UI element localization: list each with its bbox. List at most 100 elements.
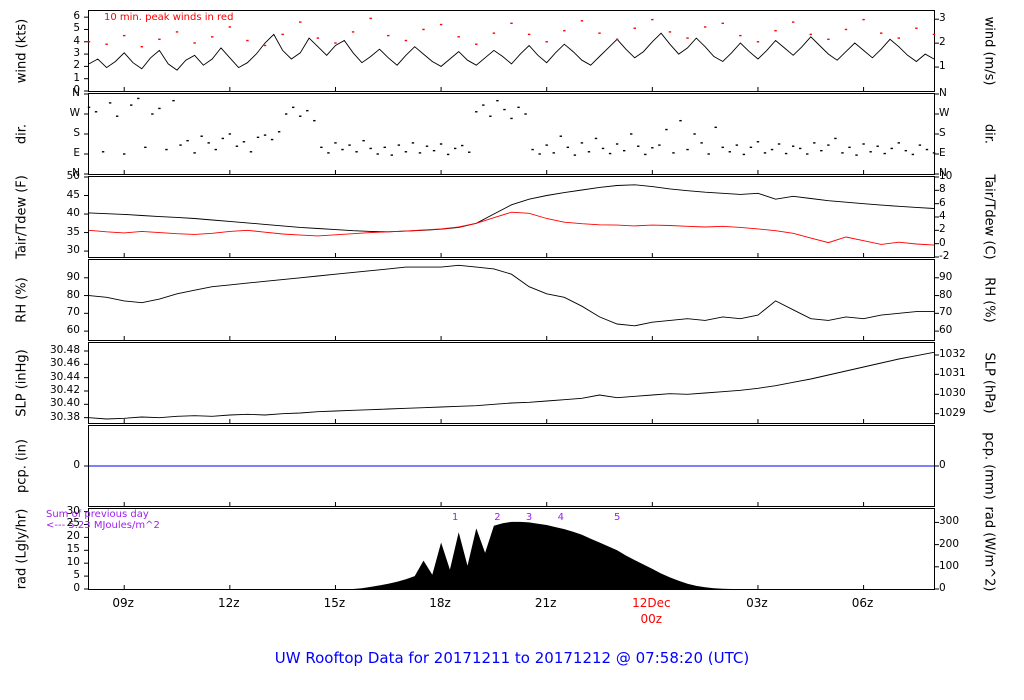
wind-y-tick-label: 6 <box>73 10 80 23</box>
x-tick-label: 09z <box>112 596 134 610</box>
x-tick-label: 03z <box>746 596 768 610</box>
dir-right-tick-label: N <box>939 87 947 99</box>
rad-hour-mark: 2 <box>494 512 500 523</box>
wind-y-tick-label: 5 <box>73 22 80 35</box>
x-tick-label: 21z <box>534 596 557 610</box>
dir-y-tick-label: N <box>72 87 80 99</box>
wind-y-tick-label: 4 <box>73 34 80 47</box>
dir-right-tick-label: E <box>939 147 946 159</box>
dir-y-tick-label: N <box>72 167 80 179</box>
slp-y-tick-label: 30.48 <box>49 344 80 356</box>
rad-y-tick-label: 25 <box>66 517 80 530</box>
wind-y-tick-label: 3 <box>73 47 80 60</box>
wind-chart <box>84 16 939 92</box>
rad-sum-note-line2: <--- 5.23 MJoules/m^2 <box>46 520 160 531</box>
temperature-right-axis-title: Tair/Tdew (C) <box>981 174 997 260</box>
tair_tdew-right-tick-label: 8 <box>939 183 946 196</box>
dir-y-tick-label: W <box>69 107 80 119</box>
precipitation-chart <box>84 465 939 506</box>
slp-right-tick-label: 1029 <box>939 406 966 419</box>
panel-pressure <box>84 342 939 424</box>
rad-hour-mark: 3 <box>526 512 532 523</box>
x-tick-label: 12Dec <box>632 596 671 610</box>
radiation-chart: 1 2 3 4 5 <box>84 511 939 590</box>
rad-hour-mark: 5 <box>614 512 620 523</box>
pcp-right-tick-label: 0 <box>939 459 946 471</box>
rad-y-tick-label: 15 <box>66 543 80 556</box>
panel-precipitation <box>84 425 939 507</box>
rh-right-tick-label: 90 <box>939 270 953 283</box>
rh-y-tick-label: 60 <box>66 324 80 337</box>
wind-right-tick-label: 2 <box>939 36 946 49</box>
dir-y-tick-label: E <box>73 147 80 159</box>
tair_tdew-y-tick-label: 35 <box>66 225 80 238</box>
rh-y-tick-label: 90 <box>66 270 80 283</box>
slp-y-tick-label: 30.46 <box>49 357 80 370</box>
radiation-right-axis-title: rad (W/m^2) <box>981 506 997 592</box>
rad-hour-mark: 4 <box>558 512 564 523</box>
rad-right-tick-label: 300 <box>939 515 960 528</box>
tair_tdew-y-tick-label: 30 <box>66 244 80 257</box>
wind-y-tick-label: 0 <box>73 84 80 96</box>
wind-right-axis-title: wind (m/s) <box>981 16 997 86</box>
panel-radiation: 1 2 3 4 5 <box>84 508 939 590</box>
direction-chart <box>84 93 939 175</box>
rad-right-tick-label: 200 <box>939 537 960 550</box>
rad-y-tick-label: 5 <box>73 569 80 582</box>
figure-title: UW Rooftop Data for 20171211 to 20171212… <box>274 649 750 667</box>
tair_tdew-right-tick-label: 2 <box>939 223 946 236</box>
rad-right-tick-label: 0 <box>939 582 946 594</box>
wind-y-tick-label: 2 <box>73 59 80 72</box>
dir-right-tick-label: S <box>939 127 946 139</box>
rad-sum-note-line1: Sum of previous day <box>46 509 149 520</box>
panel-humidity <box>84 259 939 341</box>
rad-right-tick-label: 100 <box>939 559 960 572</box>
x-tick-label: 18z <box>429 596 451 610</box>
dir-right-tick-label: W <box>939 107 950 119</box>
rh-right-tick-label: 80 <box>939 288 953 301</box>
x-tick-label: 06z <box>851 596 874 610</box>
rh-right-tick-label: 60 <box>939 324 953 337</box>
tair_tdew-right-tick-label: 0 <box>939 236 946 249</box>
precipitation-right-axis-title: pcp. (mm) <box>981 432 997 500</box>
x-tick-label: 15z <box>323 596 346 610</box>
dir-y-tick-label: S <box>73 127 80 139</box>
slp-right-tick-label: 1032 <box>939 348 966 360</box>
peak-wind-note: 10 min. peak winds in red <box>104 12 234 23</box>
panel-wind <box>84 10 939 92</box>
slp-right-tick-label: 1031 <box>939 367 966 380</box>
tair_tdew-y-tick-label: 50 <box>66 170 80 182</box>
tair_tdew-y-tick-label: 45 <box>66 188 80 201</box>
pressure-right-axis-title: SLP (hPa) <box>981 352 997 414</box>
rad-y-tick-label: 10 <box>66 556 80 569</box>
humidity-right-axis-title: RH (%) <box>981 277 997 323</box>
tair_tdew-right-tick-label: 6 <box>939 196 946 209</box>
x-tick-label: 12z <box>218 596 240 610</box>
x-tick-label-second-line: 00z <box>640 612 663 626</box>
slp-y-tick-label: 30.44 <box>49 370 80 383</box>
dir-right-tick-label: N <box>939 167 947 179</box>
direction-right-axis-title: dir. <box>981 123 997 145</box>
slp-y-tick-label: 30.40 <box>49 397 80 410</box>
slp-y-tick-label: 30.38 <box>49 410 80 423</box>
slp-y-tick-label: 30.42 <box>49 384 80 396</box>
panel-direction <box>84 93 939 175</box>
wind-right-tick-label: 1 <box>939 60 946 73</box>
rh-right-tick-label: 70 <box>939 306 953 319</box>
wind-right-tick-label: 3 <box>939 12 946 25</box>
tair_tdew-right-tick-label: 10 <box>939 170 953 182</box>
pcp-y-tick-label: 0 <box>73 459 80 471</box>
tair_tdew-y-tick-label: 40 <box>66 207 80 220</box>
rh-y-tick-label: 70 <box>66 306 80 319</box>
wind-y-tick-label: 1 <box>73 71 80 84</box>
rad-hour-mark: 1 <box>452 512 458 523</box>
rad-y-tick-label: 0 <box>73 582 80 594</box>
tair_tdew-right-tick-label: 4 <box>939 210 946 222</box>
panel-temperature <box>84 176 939 258</box>
tair_tdew-right-tick-label: -2 <box>939 250 950 262</box>
rad-y-tick-label: 30 <box>66 504 80 517</box>
humidity-chart <box>84 264 939 340</box>
pressure-chart <box>84 350 939 423</box>
temperature-chart <box>84 176 939 258</box>
